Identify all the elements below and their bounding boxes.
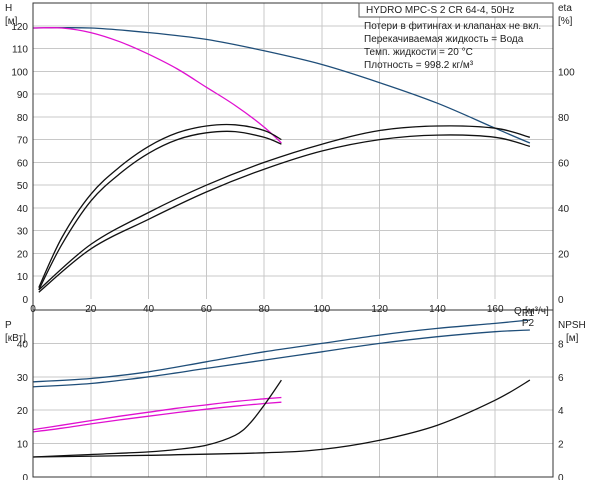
title-box xyxy=(358,2,554,18)
top-ylabel-name: H xyxy=(5,3,12,14)
x-tick-label: 120 xyxy=(371,304,388,315)
curves xyxy=(32,27,531,458)
top-y-tick-label: 0 xyxy=(22,295,28,306)
x-tick-label: 20 xyxy=(85,304,97,315)
series-eta-full-2 xyxy=(38,134,531,293)
top-ylabel-unit: [м] xyxy=(5,16,18,27)
series-npsh-full xyxy=(32,379,531,458)
top-y-tick-label: 110 xyxy=(12,45,28,56)
x-tick-label: 60 xyxy=(201,304,213,315)
series-eta-full-1 xyxy=(38,125,531,291)
series-eta-single-1 xyxy=(38,123,282,288)
frame xyxy=(32,2,554,478)
bottom-y-tick-label: 40 xyxy=(17,339,29,350)
series-p2-single xyxy=(32,401,282,433)
tick-labels: 0102030405060708090100110120020406080100… xyxy=(11,22,575,480)
series-p2-full xyxy=(32,329,530,388)
bottom-y-tick-label: 0 xyxy=(22,473,28,480)
bottom-y-tick-label: 10 xyxy=(17,440,29,451)
top-y2-tick-label: 60 xyxy=(558,158,570,169)
top-y-tick-label: 10 xyxy=(17,272,29,283)
x-tick-label: 140 xyxy=(429,304,446,315)
x-tick-label: 160 xyxy=(487,304,504,315)
top-y-tick-label: 20 xyxy=(17,249,29,260)
top-y2label-name: eta xyxy=(558,3,572,14)
series-label-p1: P1 xyxy=(522,308,535,319)
x-tick-label: 40 xyxy=(143,304,155,315)
top-y-tick-label: 40 xyxy=(17,204,29,215)
series-p1-single xyxy=(32,396,282,431)
top-xlabel-name: Q xyxy=(514,306,522,317)
bottom-y2-tick-label: 2 xyxy=(558,440,564,451)
series-qh-single xyxy=(32,27,282,144)
top-y-tick-label: 50 xyxy=(17,181,29,192)
chart-title: HYDRO MPC-S 2 CR 64-4, 50Hz xyxy=(366,5,514,16)
bottom-y2-tick-label: 4 xyxy=(558,406,564,417)
top-y2-tick-label: 20 xyxy=(558,249,570,260)
top-xlabel-unit: [м³/ч] xyxy=(525,306,549,317)
top-y2-tick-label: 40 xyxy=(558,204,570,215)
series-qh-full xyxy=(32,27,531,144)
note-temperature: Темп. жидкости = 20 °C xyxy=(364,47,473,58)
top-y-tick-label: 90 xyxy=(17,90,29,101)
series-p1-full xyxy=(32,319,530,383)
x-tick-label: 100 xyxy=(314,304,331,315)
bottom-y2label-unit: [м] xyxy=(566,333,579,344)
note-fittings: Потери в фитингах и клапанах не вкл. xyxy=(364,20,541,32)
top-y2-tick-label: 100 xyxy=(558,67,575,78)
grid xyxy=(33,3,553,477)
top-y-tick-label: 30 xyxy=(17,227,29,238)
note-density: Плотность = 998.2 кг/м³ xyxy=(364,60,474,71)
top-y-tick-label: 120 xyxy=(11,22,28,33)
bottom-y2label-name: NPSH xyxy=(558,320,586,331)
series-label-p2: P2 xyxy=(522,318,535,329)
bottom-ylabel-unit: [кВт] xyxy=(5,333,26,344)
top-y2-tick-label: 80 xyxy=(558,113,570,124)
note-liquid: Перекачиваемая жидкость = Вода xyxy=(364,34,524,45)
bottom-y2-tick-label: 0 xyxy=(558,473,564,480)
series-eta-single-2 xyxy=(38,130,282,291)
bottom-y2-tick-label: 6 xyxy=(558,373,564,384)
bottom-y2-tick-label: 8 xyxy=(558,339,564,350)
top-y-tick-label: 100 xyxy=(11,67,28,78)
x-tick-label: 80 xyxy=(259,304,271,315)
series-npsh-single xyxy=(32,379,282,458)
bottom-y-tick-label: 20 xyxy=(17,406,29,417)
bottom-ylabel-name: P xyxy=(5,320,12,331)
plot-frame xyxy=(32,2,554,478)
top-y2-tick-label: 0 xyxy=(558,295,564,306)
bottom-y-tick-label: 30 xyxy=(17,373,29,384)
top-y-tick-label: 80 xyxy=(17,113,29,124)
top-y-tick-label: 70 xyxy=(17,136,29,147)
x-tick-label: 0 xyxy=(30,304,36,315)
top-y2label-unit: [%] xyxy=(558,16,573,27)
top-y-tick-label: 60 xyxy=(17,158,29,169)
